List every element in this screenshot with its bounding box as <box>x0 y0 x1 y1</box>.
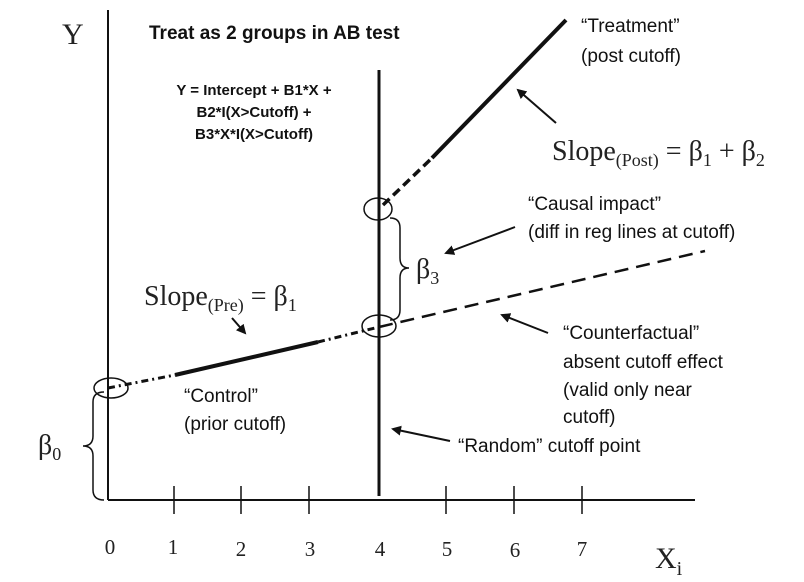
causal-impact-line-2: (diff in reg lines at cutoff) <box>528 222 735 243</box>
x-tick-label-5: 5 <box>442 537 453 561</box>
x-tick-label-0: 0 <box>105 535 116 559</box>
control-dashdot-left <box>107 373 176 390</box>
slope-post-sub2: 2 <box>756 150 765 170</box>
counterfactual-line-4: cutoff) <box>563 407 615 428</box>
control-dashdot-right <box>317 325 380 344</box>
treatment-label-line-2: (post cutoff) <box>581 46 681 67</box>
slope-post-label: Slope(Post) = β1 + β2 <box>552 136 765 171</box>
beta0-sub: 0 <box>52 444 61 464</box>
counterfactual-line <box>378 249 706 329</box>
random-cutoff-arrow <box>391 425 451 442</box>
slope-pre-label: Slope(Pre) = β1 <box>144 281 297 316</box>
x-axis-label-sub: i <box>677 558 683 580</box>
control-solid-segment <box>174 340 319 377</box>
y-axis-label: Y <box>62 18 84 51</box>
x-axis-label-main: X <box>655 542 677 575</box>
slope-post-plus: + β <box>712 136 756 167</box>
slope-post-eq: = β <box>659 136 703 167</box>
treatment-solid-segment <box>430 18 568 160</box>
beta3-sub: 3 <box>430 268 439 288</box>
slope-post-sub: (Post) <box>616 150 659 171</box>
equation-line-3: B3*X*I(X>Cutoff) <box>195 126 313 143</box>
x-tick-labels: 0 1 2 3 4 5 6 7 <box>105 535 588 562</box>
equation-line-2: B2*I(X>Cutoff) + <box>196 104 311 121</box>
x-tick-label-2: 2 <box>236 537 247 561</box>
beta3-label: β3 <box>416 254 439 288</box>
slope-pre-arrow <box>231 317 247 335</box>
counterfactual-line-3: (valid only near <box>563 380 693 401</box>
x-tick-label-1: 1 <box>168 535 179 559</box>
random-cutoff-label: “Random” cutoff point <box>458 436 641 457</box>
beta3-main: β <box>416 254 430 285</box>
cutoff-control-circle <box>361 314 397 338</box>
causal-impact-arrow <box>444 226 516 255</box>
beta0-brace <box>82 391 105 501</box>
slope-pre-eq: = β <box>244 281 288 312</box>
control-label-line-1: “Control” <box>184 386 258 407</box>
counterfactual-line-1: “Counterfactual” <box>563 323 699 344</box>
slope-post-sub1: 1 <box>703 150 712 170</box>
diagram-title: Treat as 2 groups in AB test <box>149 23 400 44</box>
cutoff-treatment-circle <box>363 197 393 221</box>
causal-impact-line-1: “Causal impact” <box>528 194 661 215</box>
x-tick-label-4: 4 <box>375 537 386 561</box>
x-tick-label-6: 6 <box>510 538 521 562</box>
slope-post-main: Slope <box>552 136 616 167</box>
beta3-brace <box>389 217 410 321</box>
x-tick-label-3: 3 <box>305 537 316 561</box>
control-label-line-2: (prior cutoff) <box>184 414 286 435</box>
slope-pre-main: Slope <box>144 281 208 312</box>
counterfactual-line-2: absent cutoff effect <box>563 352 724 373</box>
counterfactual-arrow <box>500 313 549 334</box>
treatment-arrow <box>516 88 557 124</box>
x-tick-label-7: 7 <box>577 537 588 561</box>
x-tick-marks <box>173 486 583 514</box>
treatment-dashed-segment <box>381 156 434 207</box>
intercept-circle <box>93 377 129 399</box>
slope-pre-sub: (Pre) <box>208 295 244 316</box>
x-axis-label: Xi <box>655 542 683 580</box>
beta0-main: β <box>38 430 52 461</box>
beta0-label: β0 <box>38 430 61 464</box>
slope-pre-sub1: 1 <box>288 295 297 315</box>
treatment-label-line-1: “Treatment” <box>581 16 680 37</box>
equation-line-1: Y = Intercept + B1*X + <box>176 82 331 99</box>
